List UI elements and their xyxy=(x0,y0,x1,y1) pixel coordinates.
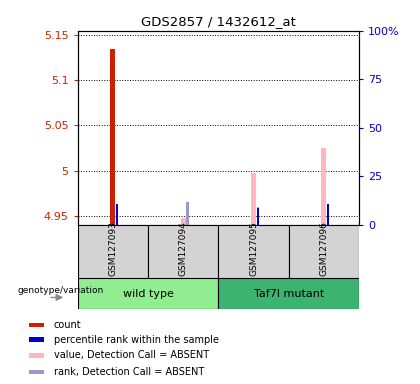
Text: GSM127093: GSM127093 xyxy=(108,222,117,276)
Bar xyxy=(181,218,186,225)
Text: GSM127096: GSM127096 xyxy=(320,222,328,276)
Bar xyxy=(78,225,148,278)
Bar xyxy=(289,225,359,278)
Bar xyxy=(186,202,189,225)
Text: wild type: wild type xyxy=(123,289,173,299)
Bar xyxy=(321,148,326,225)
Text: percentile rank within the sample: percentile rank within the sample xyxy=(54,335,219,345)
Text: genotype/variation: genotype/variation xyxy=(17,286,103,295)
Title: GDS2857 / 1432612_at: GDS2857 / 1432612_at xyxy=(141,15,296,28)
Text: rank, Detection Call = ABSENT: rank, Detection Call = ABSENT xyxy=(54,367,204,377)
Bar xyxy=(327,204,329,225)
Bar xyxy=(116,204,118,225)
Text: value, Detection Call = ABSENT: value, Detection Call = ABSENT xyxy=(54,350,209,360)
Bar xyxy=(257,207,259,225)
Bar xyxy=(29,338,44,342)
Bar xyxy=(257,209,259,225)
Bar xyxy=(29,370,44,374)
Text: GSM127095: GSM127095 xyxy=(249,222,258,276)
Bar xyxy=(327,205,329,225)
Bar xyxy=(29,323,44,328)
Bar xyxy=(251,173,256,225)
Bar xyxy=(78,278,218,309)
Text: GSM127094: GSM127094 xyxy=(179,222,188,276)
Text: count: count xyxy=(54,320,81,330)
Bar xyxy=(29,353,44,358)
Text: Taf7l mutant: Taf7l mutant xyxy=(254,289,324,299)
Bar xyxy=(218,278,359,309)
Bar xyxy=(218,225,289,278)
Bar xyxy=(110,49,116,225)
Bar xyxy=(148,225,218,278)
